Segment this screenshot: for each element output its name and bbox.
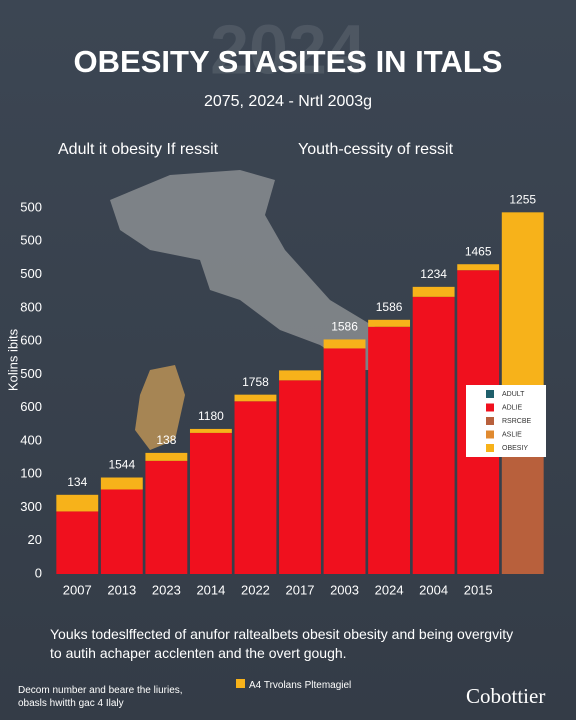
key-swatch [236,679,245,688]
bar [234,401,277,574]
y-tick-label: 0 [35,565,42,580]
x-tick-label: 2024 [375,582,404,597]
bar [412,286,455,297]
legend-label: ADLIE [502,404,523,411]
footnote-key: A4 Trvolans Pltemagiel [236,679,351,691]
footer-text: Youks todeslffected of anufor raltealbet… [50,626,514,661]
bar-label: 134 [67,475,87,489]
bar [189,428,232,433]
y-tick-label: 500 [20,233,42,248]
bar [56,494,99,512]
header-left: Adult it obesity If ressit [58,141,219,158]
bar [100,489,143,574]
y-tick-label: 300 [20,499,42,514]
x-tick-label: 2023 [152,582,181,597]
chart-subtitle: 2075, 2024 - Nrtl 2003g [204,93,372,110]
y-tick-label: 100 [20,466,42,481]
map-italy [110,170,395,370]
legend-swatch [486,430,494,439]
bar [279,380,321,574]
watermark: 2024 [210,10,366,88]
bar [368,319,411,327]
legend-label: OBESIY [502,445,528,452]
source: Decom number and beare the liuries, obas… [18,685,183,709]
bar [100,477,143,490]
bar-label: 1234 [420,267,447,281]
bar [279,370,321,381]
y-tick-label: 600 [20,399,42,414]
bar [412,296,455,574]
x-tick-label: 2013 [107,582,136,597]
legend-swatch [486,444,494,452]
bar [56,511,99,574]
legend-box [466,385,546,457]
x-tick-label: 2004 [419,582,448,597]
bar-label: 138 [156,433,176,447]
bar [323,348,366,574]
legend-swatch [486,417,494,425]
bar [234,394,277,402]
y-tick-label: 500 [20,266,42,281]
bar-label: 1544 [108,458,135,472]
chart-title: OBESITY STASITES IN ITALS [74,44,503,79]
bar-label: 1586 [331,320,358,334]
bar [368,326,411,574]
bar [145,460,188,574]
y-tick-label: 600 [20,333,42,348]
bar [323,339,366,349]
y-tick-label: 500 [20,366,42,381]
y-tick-label: 500 [20,199,42,214]
y-tick-label: 400 [20,432,42,447]
bar-label: 1758 [242,375,269,389]
bar-label: 1586 [376,300,403,314]
x-tick-label: 2014 [196,582,225,597]
bar-label: 1255 [509,192,536,206]
legend-label: ADULT [502,391,525,398]
x-tick-label: 2003 [330,582,359,597]
x-tick-label: 2015 [464,582,493,597]
bar-label: 1180 [198,409,224,423]
x-tick-label: 2007 [63,582,92,597]
bar [457,264,500,271]
logo: Cobottier [466,684,546,708]
legend-label: ASLIE [502,431,522,438]
y-tick-label: 20 [28,532,42,547]
bar [145,452,188,461]
key-text: A4 Trvolans Pltemagiel [249,680,352,691]
legend-swatch [486,390,494,398]
legend-swatch [486,403,494,412]
y-tick-label: 800 [20,299,42,314]
header-right: Youth-cessity of ressit [298,141,454,158]
map-sardinia [135,365,185,450]
bar-label: 1465 [465,244,492,258]
x-tick-label: 2017 [286,582,315,597]
y-axis-label: Kolins ibits [5,328,20,391]
bar [189,432,232,574]
legend-label: RSRCBE [502,418,532,425]
x-tick-label: 2022 [241,582,270,597]
bar [501,450,544,574]
